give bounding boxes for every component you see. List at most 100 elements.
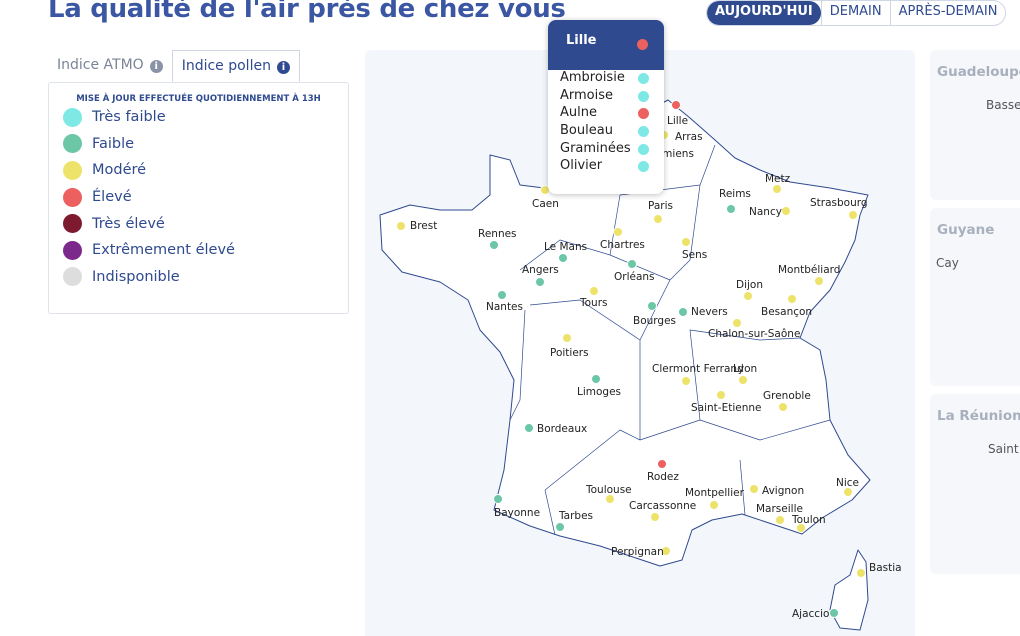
city-label: Besançon — [761, 306, 812, 318]
legend-label: Faible — [92, 135, 135, 152]
city-dot — [589, 286, 599, 296]
overseas-panel: Guyane Cay — [930, 208, 1020, 386]
city-dot — [778, 402, 788, 412]
city-label: Chartres — [600, 239, 645, 251]
city-label: Bayonne — [494, 507, 540, 519]
tooltip-status-dot — [637, 39, 648, 50]
city-label: Toulouse — [585, 484, 632, 496]
city-label: Marseille — [756, 503, 803, 515]
city-label: Carcassonne — [629, 500, 696, 512]
france-outline — [379, 99, 871, 567]
city-label: Nevers — [691, 306, 728, 318]
city-dot — [709, 500, 719, 510]
city-label: Toulon — [791, 514, 826, 526]
city-dot — [396, 221, 406, 231]
city-label: Perpignan — [611, 546, 664, 558]
city-label: Bastia — [869, 562, 902, 574]
city-label: Avignon — [762, 485, 804, 497]
city-dot — [829, 608, 839, 618]
pollen-name: Armoise — [560, 87, 614, 103]
city-label: Nice — [836, 477, 859, 489]
city-dot — [657, 459, 667, 469]
tooltip-row: Olivier — [548, 158, 664, 176]
city-dot — [647, 301, 657, 311]
day-tab[interactable]: DEMAIN — [820, 1, 890, 25]
city-dot — [749, 484, 759, 494]
legend-label: Très élevé — [92, 215, 165, 232]
legend-dot — [63, 160, 82, 180]
city-dot — [613, 227, 623, 237]
day-tab[interactable]: AUJOURD'HUI — [707, 1, 821, 25]
overseas-place: Saint — [988, 442, 1019, 456]
city-dot — [650, 512, 660, 522]
city-label: Bourges — [633, 315, 676, 327]
pollen-name: Graminées — [560, 140, 631, 156]
tooltip-row: Ambroisie — [548, 70, 664, 88]
legend-item: Très élevé — [63, 210, 348, 237]
city-dot — [726, 204, 736, 214]
city-label: Rodez — [647, 471, 679, 483]
index-tab-label: Indice ATMO — [57, 57, 144, 73]
pollen-dot — [638, 126, 649, 138]
pollen-name: Aulne — [560, 105, 597, 121]
pollen-dot — [638, 161, 649, 173]
legend-dot — [63, 134, 82, 154]
day-tab[interactable]: APRÈS-DEMAIN — [889, 1, 1006, 25]
legend-item: Élevé — [63, 184, 348, 211]
city-dot — [848, 210, 858, 220]
legend-label: Extrêmement élevé — [92, 242, 235, 259]
region-borders — [509, 144, 831, 536]
city-label: Montpellier — [685, 487, 745, 499]
legend-label: Modéré — [92, 162, 147, 179]
city-label: Amiens — [655, 148, 694, 160]
legend-dot — [63, 107, 82, 127]
legend-item: Faible — [63, 131, 348, 158]
legend-item: Indisponible — [63, 264, 348, 291]
city-label: Chalon-sur-Saône — [708, 328, 800, 340]
city-dot — [493, 494, 503, 504]
legend: MISE À JOUR EFFECTUÉE QUOTIDIENNEMENT À … — [48, 82, 349, 314]
day-tabs: AUJOURD'HUI DEMAIN APRÈS-DEMAIN — [706, 0, 1007, 26]
info-icon: i — [149, 60, 163, 73]
overseas-title: Guyane — [937, 222, 995, 238]
pollen-name: Olivier — [560, 158, 603, 174]
cities: Lille Arras Amiens Caen Brest Rennes Le Mans Pa… — [396, 100, 902, 620]
pollen-name: Bouleau — [560, 123, 613, 139]
city-dot — [661, 546, 671, 556]
city-label: Le Mans — [544, 241, 587, 253]
city-dot — [558, 253, 568, 263]
tooltip-header: Lille — [548, 20, 664, 70]
city-dot — [671, 100, 681, 110]
city-dot — [678, 307, 688, 317]
city-dot — [743, 291, 753, 301]
overseas-place: Basse- — [986, 98, 1020, 112]
city-label: Ajaccio — [792, 608, 829, 620]
city-label: Rennes — [478, 228, 517, 240]
city-label: Clermont Ferrand — [652, 363, 744, 375]
index-tab[interactable]: Indice ATMO i — [48, 50, 172, 82]
tooltip-row: Aulne — [548, 105, 664, 123]
city-dot — [781, 206, 791, 216]
legend-dot — [63, 214, 82, 234]
tooltip-title: Lille — [566, 33, 597, 48]
city-dot — [738, 375, 748, 385]
index-tab[interactable]: Indice pollen i — [171, 50, 300, 82]
tooltip-row: Bouleau — [548, 123, 664, 141]
legend-item: Très faible — [63, 104, 348, 131]
legend-dot — [63, 187, 82, 207]
city-label: Nantes — [486, 301, 523, 313]
pollen-dot — [638, 143, 649, 155]
city-label: Arras — [675, 131, 703, 143]
city-dot — [562, 333, 572, 343]
legend-dot — [63, 240, 82, 260]
overseas-title: La Réunion — [937, 408, 1020, 424]
city-label: Saint-Etienne — [691, 402, 761, 414]
city-dot — [681, 237, 691, 247]
legend-label: Indisponible — [92, 268, 180, 285]
city-dot — [591, 374, 601, 384]
tooltip-row: Armoise — [548, 88, 664, 106]
index-tabs: Indice ATMO i Indice pollen i — [48, 50, 300, 82]
city-dot — [772, 184, 782, 194]
city-label: Lyon — [733, 363, 757, 375]
